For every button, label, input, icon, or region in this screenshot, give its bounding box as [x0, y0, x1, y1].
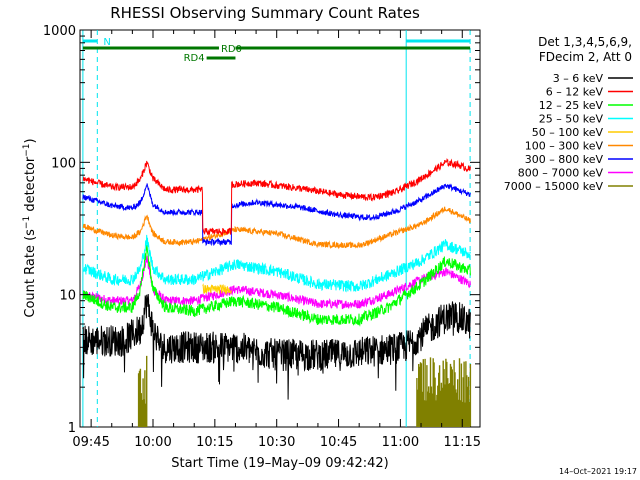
x-tick-label-0: 09:45 — [72, 435, 109, 450]
y-axis-label-mid: detector — [23, 156, 38, 216]
y-tick-label-0: 1 — [68, 421, 76, 436]
legend-label-4: 50 – 100 keV — [532, 126, 604, 139]
y-axis-label-sup1: −1 — [22, 216, 32, 229]
series-4 — [202, 283, 232, 296]
series-8 — [137, 355, 472, 427]
rd4-flag-label: RD4 — [184, 53, 205, 64]
series-0-line — [82, 293, 471, 400]
y-axis-label-end: ) — [23, 138, 38, 143]
y-axis-label-main: Count Rate (s — [23, 229, 38, 318]
legend-label-8: 7000 – 15000 keV — [504, 180, 604, 193]
y-tick-label-1: 10 — [59, 289, 76, 304]
legend-label-7: 800 – 7000 keV — [518, 167, 604, 180]
rd0-flag-label: RD0 — [221, 44, 242, 55]
legend-header-line-1: Det 1,3,4,5,6,9, — [538, 35, 632, 49]
plot-frame — [79, 29, 481, 428]
x-axis-label: Start Time (19–May–09 09:42:42) — [171, 456, 388, 471]
y-tick-label-2: 100 — [51, 156, 76, 171]
series-3-line — [82, 234, 471, 293]
y-axis: 1 10 100 1000 — [43, 24, 480, 436]
legend-label-5: 100 – 300 keV — [525, 140, 604, 153]
series-6 — [82, 183, 471, 247]
x-tick-label-4: 10:45 — [320, 435, 357, 450]
series-1 — [82, 157, 471, 236]
x-tick-label-3: 10:30 — [258, 435, 295, 450]
legend-label-6: 300 – 800 keV — [525, 153, 604, 166]
x-tick-label-5: 11:00 — [382, 435, 419, 450]
series-2 — [82, 244, 471, 327]
x-axis: 09:45 10:00 10:15 10:30 10:45 11:00 11:15 — [72, 30, 481, 450]
series-0 — [82, 293, 471, 400]
y-tick-label-3: 1000 — [43, 24, 76, 39]
series-8-burst-1 — [416, 357, 472, 427]
series-3 — [82, 234, 471, 293]
plot-area: N RD0 RD4 — [79, 29, 481, 428]
legend-header-line-2: FDecim 2, Att 0 — [539, 50, 632, 64]
legend-label-3: 25 – 50 keV — [539, 113, 604, 126]
series-5-line — [82, 206, 471, 250]
legend-label-2: 12 – 25 keV — [539, 99, 604, 112]
series-2-line — [82, 244, 471, 327]
footer-date: 14–Oct–2021 19:17 — [559, 467, 637, 476]
x-tick-label-6: 11:15 — [444, 435, 481, 450]
series-5 — [82, 206, 471, 250]
series-layer — [82, 157, 472, 427]
series-4-line — [202, 283, 232, 296]
legend-label-0: 3 – 6 keV — [553, 72, 604, 85]
series-7-line — [82, 255, 471, 310]
legend-label-1: 6 – 12 keV — [546, 86, 604, 99]
y-axis-label: Count Rate (s−1 detector−1) — [22, 138, 38, 317]
y-axis-label-sup2: −1 — [22, 143, 32, 156]
legend: Det 1,3,4,5,6,9, FDecim 2, Att 0 3 – 6 k… — [504, 35, 633, 193]
x-tick-label-1: 10:00 — [134, 435, 171, 450]
night-flag-label: N — [103, 37, 110, 48]
series-8-burst-0 — [137, 355, 148, 427]
chart-title: RHESSI Observing Summary Count Rates — [110, 4, 420, 22]
series-1-line — [82, 157, 471, 236]
x-tick-label-2: 10:15 — [196, 435, 233, 450]
series-7 — [82, 255, 471, 310]
series-6-line — [82, 183, 471, 247]
